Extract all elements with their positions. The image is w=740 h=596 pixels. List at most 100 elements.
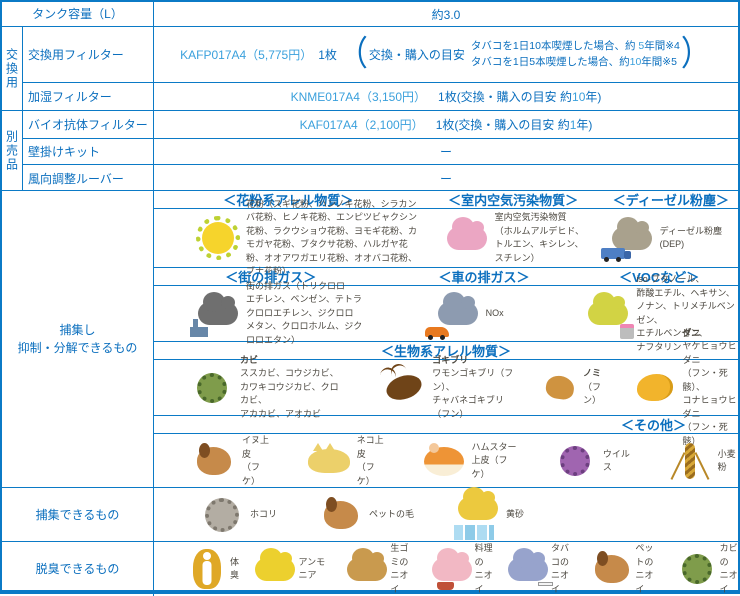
dog-icon (313, 491, 369, 539)
filter-guide-lines: タバコを1日10本喫煙した場合、約 5年間※4 タバコを1日5本喫煙した場合、約… (471, 39, 680, 69)
bio-filter-row: バイオ抗体フィルター KAF017A4（2,100円） 1枚(交換・購入の目安 … (23, 111, 738, 139)
dust-ball-icon (194, 491, 250, 539)
louver-row: 風向調整ルーバー ー (23, 165, 738, 191)
diesel-smoke-truck-icon (600, 214, 660, 262)
tobacco-smell-group: タバコの ニオイ (505, 542, 577, 596)
tobacco-smell-icon (505, 547, 554, 590)
mold-smell-group: カビの ニオイ (674, 542, 738, 596)
ammonia-label: アンモニア (298, 556, 326, 581)
virus-icon (547, 437, 603, 485)
sun-pollen-icon (190, 214, 246, 262)
purify-content: ＜花粉系アレル物質＞ ＜室内空気汚染物質＞ ＜ディーゼル粉塵＞ 花粉（スギ花粉、… (154, 191, 738, 487)
collect-label: 捕集できるもの (2, 488, 154, 541)
tank-row: タンク容量（L） 約3.0 (2, 2, 738, 27)
garbage-smell-group: 生ゴミの ニオイ (344, 542, 416, 596)
tank-value: 約3.0 (431, 7, 461, 22)
cockroach-group: ゴキブリ ワモンゴキブリ（フン）、 チャバネゴキブリ（フン） (376, 354, 519, 422)
guide-line-1: タバコを1日10本喫煙した場合、約 5年間※4 (470, 40, 680, 53)
header-bio-allergen: ＜生物系アレル物質＞ (380, 344, 511, 359)
dust-label: ホコリ (250, 508, 278, 519)
tank-label: タンク容量（L） (2, 2, 154, 26)
indoor-text: 室内空気汚染物質 （ホルムアルデヒド、 トルエン、キシレン、 スチレン） (494, 212, 584, 263)
close-paren: ） (680, 34, 711, 73)
flea-group: ノミ （フン） (537, 367, 609, 409)
purify-content-others: イヌ上皮 （フケ） ネコ上皮 （フケ） ハムスター 上皮（フケ） ウイルス 小麦… (154, 434, 738, 488)
body-odor-label: 体臭 (230, 556, 240, 581)
mold-smell-icon (674, 548, 720, 590)
flea-icon (537, 367, 583, 409)
pink-smoke-icon (439, 214, 495, 262)
mold-smell-label: カビの ニオイ (719, 543, 738, 594)
separate-group-row: 別売品 バイオ抗体フィルター KAF017A4（2,100円） 1枚(交換・購入… (2, 111, 738, 191)
wall-kit-value: ー (439, 145, 452, 159)
open-paren: （ (337, 34, 368, 73)
yellow-sand-buildings-icon (450, 487, 506, 540)
filter-guide: 交換・購入の目安 (368, 48, 465, 62)
yellow-sand-group: 黄砂 (450, 487, 525, 540)
virus-group: ウイルス (547, 437, 632, 485)
yellow-sand-label: 黄砂 (506, 508, 525, 519)
hamster-dander-group: ハムスター 上皮（フケ） (416, 437, 517, 485)
dark-smoke-factory-icon (190, 290, 246, 338)
purify-label: 捕集し 抑制・分解できるもの (2, 191, 154, 487)
cat-dander-label: ネコ上皮 （フケ） (356, 435, 384, 486)
cooking-smell-icon (429, 547, 475, 590)
street-exhaust-text: 街の排ガス（トリクロロ エチレン、ベンゼン、テトラ クロロエチレン、ジクロロ メ… (246, 280, 363, 345)
replacement-group-label: 交換用 (2, 27, 23, 110)
cockroach-text: ゴキブリ ワモンゴキブリ（フン）、 チャバネゴキブリ（フン） (432, 354, 514, 419)
mold-ball-icon (184, 364, 240, 412)
virus-label: ウイルス (602, 448, 630, 473)
deodorize-row: 脱臭できるもの 体臭 アンモニア 生ゴミの ニオイ 料理の ニオイ タバコの ニ… (2, 542, 738, 596)
header-street-exhaust: ＜街の排ガス＞ (225, 270, 317, 285)
mite-text: ダニ ヤケヒョウヒダニ （フン・死骸）、 コナヒョウヒダニ （フン・死骸） (682, 327, 737, 446)
tobacco-smell-label: タバコの ニオイ (551, 543, 570, 594)
filter-row: 交換用フィルター KAFP017A4（5,775円） 1枚 （ 交換・購入の目安… (23, 27, 738, 83)
guide-line-2: タバコを1日5本喫煙した場合、約10年間※5 (470, 55, 677, 68)
cooking-smell-group: 料理の ニオイ (429, 542, 493, 596)
flea-text: ノミ （フン） (582, 368, 601, 406)
louver-label: 風向調整ルーバー (23, 165, 154, 191)
dog-icon (186, 437, 242, 485)
car-exhaust-text: NOx (485, 307, 504, 318)
purify-header-others: ＜その他＞ (154, 416, 738, 434)
mite-group: ダニ ヤケヒョウヒダニ （フン・死骸）、 コナヒョウヒダニ （フン・死骸） (627, 327, 738, 449)
garbage-smell-icon (344, 547, 390, 590)
hamster-dander-label: ハムスター 上皮（フケ） (471, 441, 517, 479)
ammonia-group: アンモニア (252, 547, 332, 590)
diesel-text: ディーゼル粉塵 (DEP) (659, 225, 723, 250)
pet-hair-label: ペットの毛 (369, 508, 415, 519)
mold-text: カビ ススカビ、コウジカビ、 カワキコウジカビ、クロカビ、 アカカビ、アオカビ (240, 354, 339, 419)
purify-section-row: 捕集し 抑制・分解できるもの ＜花粉系アレル物質＞ ＜室内空気汚染物質＞ ＜ディー… (2, 191, 738, 488)
purify-headers-b: ＜街の排ガス＞ ＜車の排ガス＞ ＜VOCなど＞ (154, 268, 738, 286)
diesel-group: ディーゼル粉塵 (DEP) (600, 214, 738, 262)
deodorize-label: 脱臭できるもの (2, 542, 154, 596)
cat-dander-group: ネコ上皮 （フケ） (301, 434, 386, 488)
mold-group: カビ ススカビ、コウジカビ、 カワキコウジカビ、クロカビ、 アカカビ、アオカビ (184, 354, 342, 422)
voc-text: iso-ブタノール、 酢酸エチル、ヘキサン、 ノナン、トリメチルベンゼン、 エチ… (636, 274, 735, 352)
pollen-group: 花粉（スギ花粉、ハンノキ花粉、シラカンバ花粉、ヒノキ花粉、エンピツビャクシン花粉… (154, 198, 423, 279)
mite-icon (627, 364, 683, 412)
dog-dander-label: イヌ上皮 （フケ） (242, 435, 270, 486)
voc-cloud-paintcan-icon (580, 290, 636, 339)
header-car-exhaust: ＜車の排ガス＞ (438, 270, 530, 285)
pollen-text: 花粉（スギ花粉、ハンノキ花粉、シラカンバ花粉、ヒノキ花粉、エンピツビャクシン花粉… (246, 198, 418, 277)
purify-content-a: 花粉（スギ花粉、ハンノキ花粉、シラカンバ花粉、ヒノキ花粉、エンピツビャクシン花粉… (154, 199, 738, 276)
voc-group: iso-ブタノール、 酢酸エチル、ヘキサン、 ノナン、トリメチルベンゼン、 エチ… (580, 273, 738, 354)
body-odor-group: 体臭 (184, 548, 240, 590)
body-odor-icon (184, 548, 230, 590)
indoor-group: 室内空気汚染物質 （ホルムアルデヒド、 トルエン、キシレン、 スチレン） (423, 211, 604, 265)
cockroach-icon (376, 364, 432, 412)
pet-smell-group: ペットの ニオイ (589, 542, 661, 596)
dog-dander-group: イヌ上皮 （フケ） (186, 434, 271, 488)
collect-row: 捕集できるもの ホコリ ペットの毛 黄砂 (2, 487, 738, 542)
hamster-icon (416, 437, 472, 485)
car-exhaust-group: NOx (388, 290, 581, 340)
gray-smoke-car-icon (424, 290, 486, 340)
cooking-smell-label: 料理の ニオイ (474, 543, 493, 594)
wall-kit-label: 壁掛けキット (23, 139, 154, 164)
garbage-smell-label: 生ゴミの ニオイ (390, 543, 409, 594)
header-others: ＜その他＞ (620, 418, 686, 433)
deodorize-items: 体臭 アンモニア 生ゴミの ニオイ 料理の ニオイ タバコの ニオイ ペットの … (154, 542, 738, 596)
